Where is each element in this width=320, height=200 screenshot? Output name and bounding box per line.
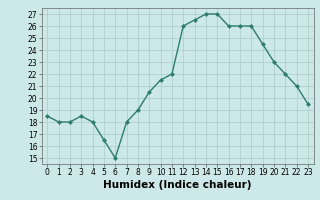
X-axis label: Humidex (Indice chaleur): Humidex (Indice chaleur) bbox=[103, 180, 252, 190]
